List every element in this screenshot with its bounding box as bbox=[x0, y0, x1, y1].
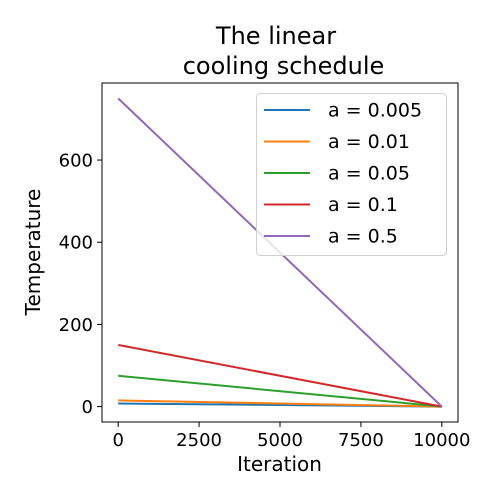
series-line-2 bbox=[118, 374, 442, 408]
x-tick-label: 7500 bbox=[338, 430, 384, 451]
series-line-3 bbox=[117, 343, 443, 408]
legend: a = 0.005 a = 0.01 a = 0.05 a = 0.1 a = 0.5 bbox=[256, 93, 447, 256]
x-tick-label: 2500 bbox=[176, 430, 222, 451]
x-tick-label: 5000 bbox=[257, 430, 303, 451]
y-axis-ticks: 0 200 400 600 bbox=[59, 151, 102, 418]
x-tick-label: 10000 bbox=[413, 430, 470, 451]
chart-title: The linear cooling schedule bbox=[183, 22, 385, 80]
y-tick-label: 0 bbox=[82, 397, 93, 418]
legend-box bbox=[256, 93, 447, 256]
series-line-1 bbox=[118, 399, 442, 408]
y-tick-label: 200 bbox=[59, 315, 93, 336]
legend-label: a = 0.5 bbox=[328, 226, 398, 248]
y-axis-label: Temperature bbox=[21, 189, 45, 317]
y-tick-label: 400 bbox=[59, 233, 93, 254]
legend-label: a = 0.005 bbox=[328, 100, 422, 122]
legend-label: a = 0.1 bbox=[328, 194, 398, 216]
chart-title-line-1: The linear bbox=[215, 22, 336, 50]
x-axis-label: Iteration bbox=[237, 452, 322, 476]
chart-title-line-2: cooling schedule bbox=[183, 52, 385, 80]
legend-label: a = 0.05 bbox=[328, 163, 410, 185]
y-tick-label: 600 bbox=[59, 151, 93, 172]
x-tick-label: 0 bbox=[112, 430, 123, 451]
legend-label: a = 0.01 bbox=[328, 131, 410, 153]
x-axis-ticks: 0 2500 5000 7500 10000 bbox=[112, 422, 470, 451]
